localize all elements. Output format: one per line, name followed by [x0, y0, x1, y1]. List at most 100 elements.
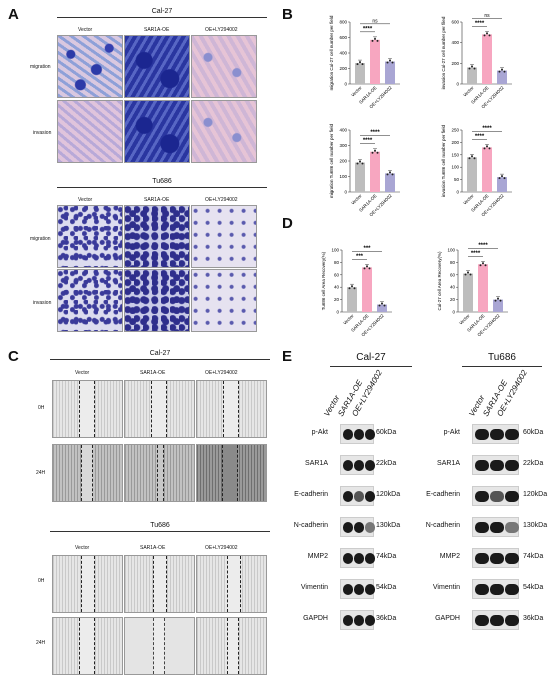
blot-protein-label: E-cadherin — [426, 491, 460, 498]
blot-strip — [472, 548, 519, 568]
blot-strip — [472, 455, 519, 475]
x-tick-label: Vector — [350, 85, 363, 98]
blot-band — [505, 584, 519, 595]
data-point — [363, 267, 366, 270]
blot-kda-label: 120kDa — [376, 491, 401, 498]
blot-strip — [472, 579, 519, 599]
y-tick-label: 60 — [334, 272, 340, 277]
data-point — [473, 157, 476, 160]
y-tick-label: 20 — [334, 297, 340, 302]
data-point — [356, 162, 359, 165]
panel-a-col-ly: OE+LY294002 — [205, 27, 238, 33]
scratch-image — [124, 380, 195, 438]
blot-strip — [472, 517, 519, 537]
data-point — [468, 67, 471, 70]
blot-band — [354, 553, 364, 564]
blot-band — [354, 584, 364, 595]
blot-band — [343, 491, 353, 502]
blot-protein-label: N-cadherin — [425, 522, 460, 529]
blot-band — [365, 429, 375, 440]
y-tick-label: 400 — [339, 51, 347, 56]
data-point — [386, 173, 389, 176]
data-point — [503, 177, 506, 180]
panel-c-row-0h: 0H — [38, 405, 45, 411]
blot-protein-label: E-cadherin — [294, 491, 328, 498]
y-tick-label: 80 — [334, 260, 340, 265]
micrograph — [57, 205, 123, 268]
y-tick-label: 150 — [451, 152, 459, 157]
data-point — [366, 265, 368, 268]
blot-band — [490, 460, 504, 471]
bar — [385, 61, 395, 84]
sig-label: *** — [356, 254, 364, 260]
panel-c-tu-col-oe: SAR1A-OE — [140, 545, 166, 551]
blot-strip — [340, 610, 375, 630]
blot-protein-label: N-cadherin — [293, 522, 328, 529]
blot-kda-label: 130kDa — [523, 522, 548, 529]
bar — [497, 177, 507, 192]
panel-c-tu: Tu686 — [50, 522, 270, 532]
bar — [355, 63, 365, 84]
data-point — [497, 297, 499, 300]
x-tick-label: Vector — [342, 313, 355, 326]
panel-label-a: A — [8, 6, 19, 23]
blot-band — [475, 584, 489, 595]
blot-strip — [340, 424, 375, 444]
blot-kda-label: 22kDa — [523, 460, 544, 467]
panel-a-tu-row-invasion: invasion — [33, 300, 52, 306]
blot-strip — [340, 455, 375, 475]
blot-band — [354, 460, 364, 471]
blot-strip — [340, 579, 375, 599]
data-point — [498, 177, 501, 180]
micrograph — [191, 205, 257, 268]
scratch-image — [124, 444, 195, 502]
data-point — [488, 34, 491, 37]
blot-band — [490, 491, 504, 502]
panel-a-tu-col-ly: OE+LY294002 — [205, 197, 238, 203]
data-point — [469, 273, 472, 276]
panel-c-col-vector: Vector — [75, 370, 90, 376]
data-point — [389, 59, 391, 62]
chart-d1: 0 20 40 60 80 100 Tu686 cell Area Recovery(%) V… — [321, 246, 392, 337]
y-tick-label: 100 — [339, 174, 347, 179]
blot-protein-label: Vimentin — [432, 584, 460, 591]
scratch-image — [124, 555, 195, 613]
y-tick-label: 200 — [451, 140, 459, 145]
scratch-image — [52, 444, 123, 502]
scratch-image — [52, 617, 123, 675]
panel-e-cal-title: Cal-27 — [356, 352, 386, 363]
blot-strip — [472, 610, 519, 630]
panel-label-d: D — [282, 215, 293, 232]
blot-strip — [340, 486, 375, 506]
data-point — [479, 264, 482, 267]
data-point — [383, 304, 386, 307]
chart-b1: 0 200 400 600 800 migration Cal-27 cell numbe… — [329, 15, 400, 109]
data-point — [376, 151, 379, 154]
blot-kda-label: 74kDa — [376, 553, 397, 560]
panel-e-tu-title: Tu686 — [488, 352, 516, 363]
data-point — [386, 61, 389, 64]
blot-kda-label: 130kDa — [376, 522, 401, 529]
blot-strip — [472, 486, 519, 506]
blot-band — [343, 584, 353, 595]
y-tick-label: 250 — [451, 128, 459, 133]
panel-e-cal-lanes: Vector SAR1A-OE OE+LY294002 — [322, 368, 410, 418]
sig-label: **** — [363, 26, 373, 32]
blot-band — [343, 553, 353, 564]
data-point — [353, 287, 356, 290]
y-tick-label: 20 — [450, 297, 456, 302]
data-point — [464, 273, 467, 276]
blot-band — [490, 553, 504, 564]
data-point — [368, 267, 371, 270]
bar — [362, 267, 372, 312]
blot-band — [505, 522, 519, 533]
bar — [497, 70, 507, 84]
panel-a-tu-col-vector: Vector — [78, 197, 93, 203]
scratch-image — [124, 617, 195, 675]
scratch-image — [52, 555, 123, 613]
panel-a-tu-title: Tu686 — [152, 178, 172, 185]
data-point — [488, 147, 491, 150]
y-axis-label: invasion Tu686 cell number per field — [441, 124, 446, 197]
y-tick-label: 60 — [450, 272, 456, 277]
panel-a-cal: Cal-27 — [57, 8, 267, 18]
